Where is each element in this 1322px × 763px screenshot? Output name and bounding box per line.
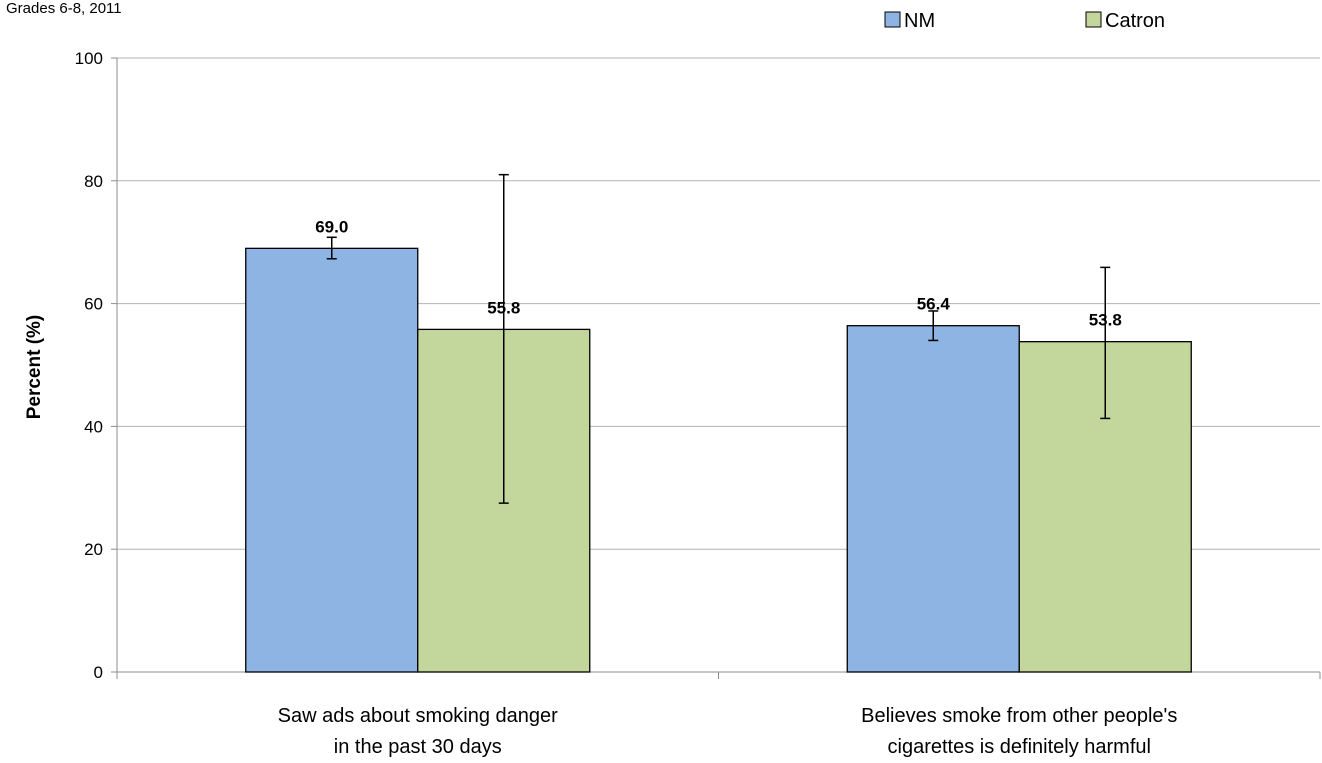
legend-swatch-catron	[1085, 11, 1102, 28]
chart-subtitle: Grades 6-8, 2011	[6, 0, 122, 17]
category-label: Saw ads about smoking danger	[278, 705, 559, 727]
data-labels: 69.0 56.4 55.8 53.8	[315, 217, 1122, 329]
y-tick-label: 80	[84, 172, 103, 191]
bar-nm	[846, 325, 1020, 673]
legend-label: NM	[904, 10, 935, 32]
data-label: 56.4	[917, 295, 951, 314]
y-tick-label: 100	[75, 49, 103, 68]
category-label: Believes smoke from other people's	[861, 705, 1177, 727]
data-label: 53.8	[1089, 311, 1122, 330]
category-label: cigarettes is definitely harmful	[888, 736, 1151, 758]
legend-swatch-nm	[884, 11, 901, 28]
bar-nm	[245, 247, 419, 673]
data-label: 69.0	[315, 217, 348, 236]
y-axis-title: Percent (%)	[24, 315, 45, 420]
data-label: 55.8	[487, 298, 520, 317]
category-label: in the past 30 days	[334, 736, 502, 758]
y-tick-label: 60	[84, 295, 103, 314]
y-tick-label: 20	[84, 540, 103, 559]
error-bars	[326, 173, 1111, 504]
bars	[245, 247, 1192, 673]
y-tick-labels: 0 20 40 60 80 100	[75, 49, 103, 682]
legend-label: Catron	[1105, 10, 1165, 32]
legend: NM Catron	[884, 10, 1165, 32]
y-tick-label: 0	[94, 663, 103, 682]
category-labels: Saw ads about smoking danger in the past …	[278, 705, 1178, 758]
y-tick-label: 40	[84, 417, 103, 436]
